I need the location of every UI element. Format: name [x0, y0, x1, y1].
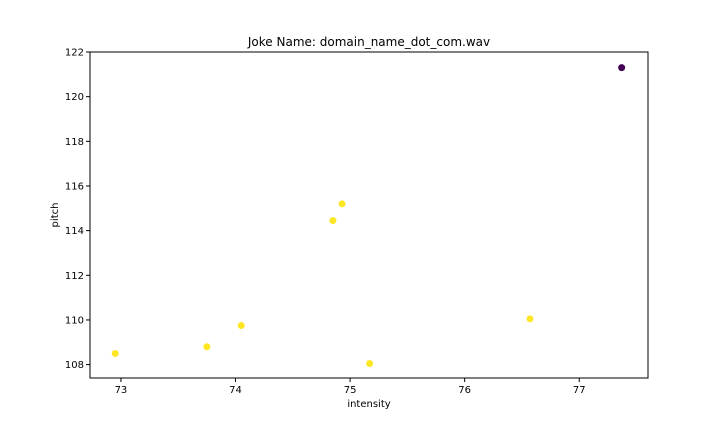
- data-point: [203, 343, 211, 351]
- y-tick-label: 112: [65, 271, 84, 282]
- data-points: [111, 64, 626, 367]
- y-axis: 108 110 112 114 116 118 120 122: [65, 48, 90, 371]
- y-tick-label: 114: [65, 226, 84, 237]
- chart-title: Joke Name: domain_name_dot_com.wav: [247, 35, 490, 49]
- data-point: [111, 349, 119, 357]
- x-tick-label: 76: [458, 385, 471, 396]
- y-axis-label: pitch: [50, 203, 61, 228]
- y-tick-label: 122: [65, 48, 84, 59]
- data-point: [526, 315, 534, 323]
- x-tick-label: 75: [344, 385, 357, 396]
- data-point: [618, 64, 626, 72]
- y-tick-label: 108: [65, 360, 84, 371]
- data-point: [338, 200, 346, 208]
- data-point: [237, 322, 245, 330]
- x-tick-label: 74: [229, 385, 242, 396]
- x-axis-label: intensity: [347, 399, 390, 410]
- x-tick-label: 77: [573, 385, 586, 396]
- y-tick-label: 110: [65, 315, 84, 326]
- y-tick-label: 118: [65, 137, 84, 148]
- y-tick-label: 116: [65, 181, 84, 192]
- x-axis: 73 74 75 76 77: [115, 378, 586, 396]
- plot-area: [89, 51, 649, 379]
- data-point: [329, 217, 337, 225]
- y-tick-label: 120: [65, 92, 84, 103]
- x-tick-label: 73: [115, 385, 128, 396]
- data-point: [366, 359, 374, 367]
